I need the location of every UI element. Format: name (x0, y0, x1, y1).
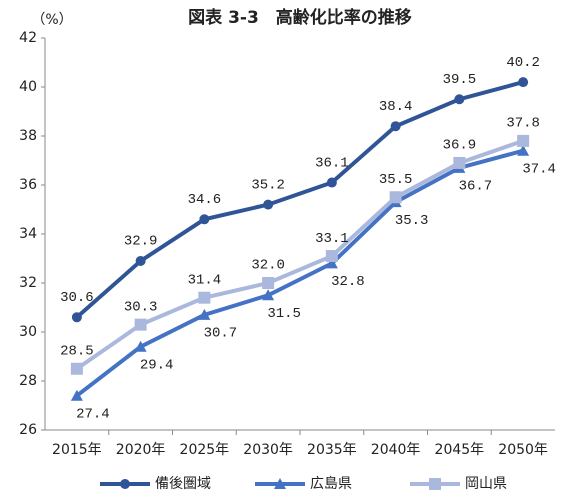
x-tick-label: 2050年 (498, 442, 548, 458)
y-tick-label: 34 (19, 226, 37, 242)
marker (198, 308, 211, 320)
data-label: 30.6 (60, 290, 94, 306)
data-label: 34.6 (188, 192, 222, 208)
x-tick-label: 2015年 (52, 442, 102, 458)
data-label: 37.8 (506, 116, 540, 132)
y-tick-label: 30 (19, 324, 37, 340)
data-label: 29.4 (140, 357, 174, 373)
data-label: 37.4 (522, 161, 556, 177)
legend-label: 備後圏域 (155, 476, 211, 492)
marker (325, 250, 338, 263)
marker (517, 134, 530, 147)
marker (262, 289, 275, 301)
y-tick-label: 28 (19, 373, 37, 389)
data-label: 35.3 (395, 213, 429, 229)
legend-label: 岡山県 (465, 476, 507, 492)
data-label: 32.0 (251, 258, 285, 274)
marker (262, 277, 275, 289)
y-axis-label: （%） (31, 12, 72, 28)
data-label: 33.1 (315, 231, 349, 247)
x-tick-label: 2020年 (116, 442, 166, 458)
marker (390, 121, 401, 132)
series-line (75, 148, 524, 398)
y-tick-label: 36 (19, 177, 37, 193)
data-label: 31.4 (188, 272, 222, 288)
marker (134, 318, 147, 331)
x-tick-label: 2035年 (307, 442, 357, 458)
legend-marker (274, 478, 286, 489)
marker (70, 362, 83, 375)
data-label: 32.8 (331, 274, 365, 290)
series-line (75, 139, 524, 371)
marker (453, 156, 466, 169)
marker (325, 257, 338, 269)
marker (134, 340, 147, 352)
chart-title: 図表 3-3 高齢化比率の推移 (188, 7, 412, 28)
data-label: 30.7 (204, 326, 238, 342)
marker (454, 94, 465, 105)
x-tick-label: 2040年 (371, 442, 421, 458)
x-tick-label: 2030年 (243, 442, 293, 458)
x-tick-label: 2025年 (180, 442, 230, 458)
x-tick-label: 2045年 (435, 442, 485, 458)
y-tick-label: 26 (19, 422, 37, 438)
data-label: 27.4 (76, 406, 110, 422)
marker (389, 191, 402, 204)
marker (199, 214, 210, 225)
y-tick-label: 32 (19, 275, 37, 291)
legend-label: 広島県 (310, 476, 352, 492)
legend-marker (429, 478, 441, 490)
y-tick-label: 42 (19, 30, 37, 46)
data-label: 36.1 (315, 155, 349, 171)
data-label: 31.5 (267, 306, 301, 322)
data-label: 28.5 (60, 343, 94, 359)
marker (71, 312, 82, 323)
data-label: 35.2 (251, 177, 285, 193)
y-tick-label: 38 (19, 128, 37, 144)
series-line (75, 80, 524, 319)
data-label: 30.3 (124, 299, 158, 315)
data-label: 32.9 (124, 234, 158, 250)
legend-marker (120, 479, 130, 489)
data-label: 40.2 (506, 55, 540, 71)
y-tick-label: 40 (19, 79, 37, 95)
data-label: 38.4 (379, 99, 413, 115)
data-label: 36.7 (459, 179, 493, 195)
marker (70, 389, 83, 401)
marker (326, 177, 337, 188)
marker (518, 77, 529, 88)
marker (135, 255, 146, 266)
marker (263, 199, 274, 210)
data-label: 35.5 (379, 172, 413, 188)
data-label: 36.9 (443, 138, 477, 154)
marker (198, 291, 211, 304)
data-label: 39.5 (443, 72, 477, 88)
marker (517, 144, 530, 156)
